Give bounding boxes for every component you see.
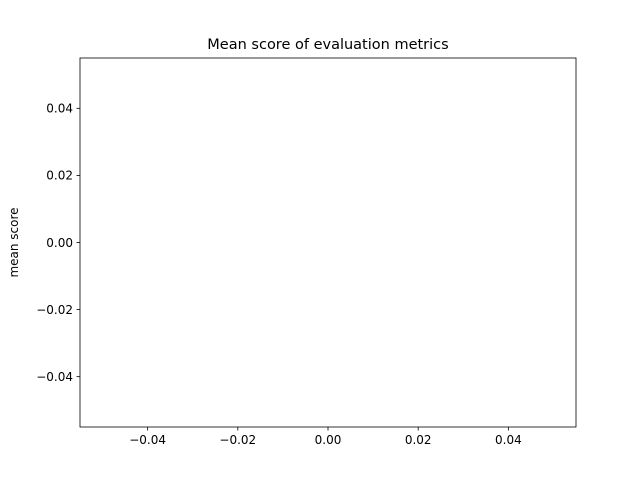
y-axis: −0.04 −0.02 0.00 0.02 0.04 <box>36 102 80 384</box>
y-tick-label: −0.04 <box>36 370 73 384</box>
y-tick-label: −0.02 <box>36 303 73 317</box>
y-tick-label: 0.02 <box>46 169 73 183</box>
x-tick-label: 0.02 <box>405 433 432 447</box>
y-axis-label: mean score <box>7 207 21 277</box>
x-tick-label: −0.04 <box>129 433 166 447</box>
y-tick-label: 0.00 <box>46 236 73 250</box>
x-axis: −0.04 −0.02 0.00 0.02 0.04 <box>129 427 522 447</box>
chart-title: Mean score of evaluation metrics <box>207 37 448 53</box>
x-tick-label: −0.02 <box>219 433 256 447</box>
y-tick-label: 0.04 <box>46 102 73 116</box>
x-tick-label: 0.04 <box>495 433 522 447</box>
x-tick-label: 0.00 <box>315 433 342 447</box>
